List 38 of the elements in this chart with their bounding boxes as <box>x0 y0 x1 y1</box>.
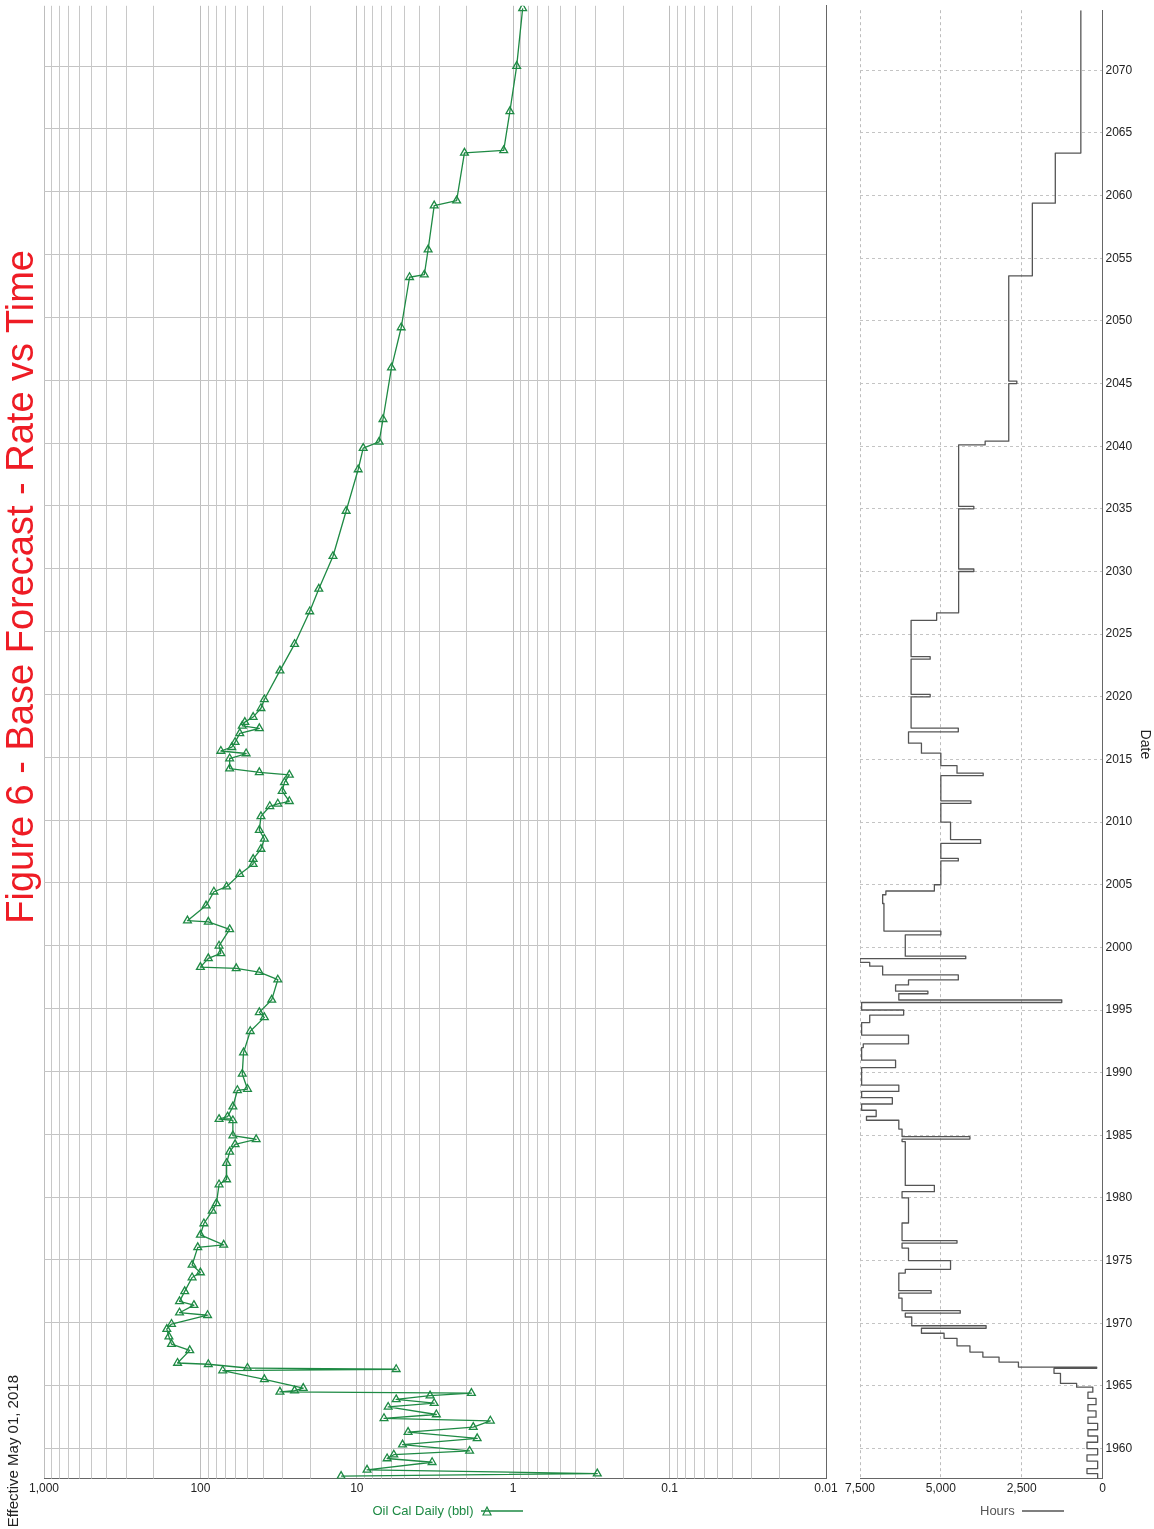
y-tick-label: 1975 <box>1105 1252 1133 1267</box>
text: Effective May 01, 2018 <box>4 1375 22 1528</box>
y-tick-label: 1970 <box>1105 1315 1133 1330</box>
y-tick-label: 1980 <box>1105 1190 1133 1205</box>
legend-label: Oil Cal Daily (bbl) <box>372 1503 474 1518</box>
y-tick-label: 2015 <box>1105 751 1133 766</box>
x-tick-label: 7,500 <box>845 1481 876 1496</box>
x-tick-label: 0 <box>1099 1481 1107 1496</box>
y-tick-label: 2035 <box>1105 501 1133 516</box>
x-tick-label: 1,000 <box>28 1481 60 1496</box>
y-tick-label: 2005 <box>1105 877 1133 892</box>
x-tick-label: 5,000 <box>925 1481 957 1496</box>
y-tick-label: 1995 <box>1105 1002 1133 1017</box>
legend-label: Hours <box>980 1503 1015 1518</box>
x-tick-label: 0.1 <box>661 1481 679 1496</box>
x-tick-label: 1 <box>509 1481 517 1496</box>
y-tick-label: 2025 <box>1105 626 1133 641</box>
y-tick-label: 2000 <box>1105 939 1133 954</box>
y-tick-label: 1990 <box>1105 1064 1133 1079</box>
text: Figure 6 - Base Forecast - Rate vs Time <box>0 250 41 924</box>
y-tick-label: 2020 <box>1105 689 1133 704</box>
y-tick-label: 2070 <box>1105 62 1133 77</box>
x-tick-label: 100 <box>190 1481 211 1496</box>
y-tick-label: 1985 <box>1105 1127 1133 1142</box>
y-tick-label: 2060 <box>1105 187 1133 202</box>
y-tick-label: 2010 <box>1105 814 1133 829</box>
y-tick-label: 2055 <box>1105 250 1133 265</box>
x-tick-label: 0.01 <box>814 1481 838 1496</box>
y-tick-label: 2050 <box>1105 313 1133 328</box>
y-tick-label: 2045 <box>1105 375 1133 390</box>
y-tick-label: 2065 <box>1105 125 1133 140</box>
y-tick-label: 1965 <box>1105 1378 1133 1393</box>
y-axis-title: Date <box>1137 729 1154 760</box>
y-tick-label: 2040 <box>1105 438 1133 453</box>
x-tick-label: 10 <box>350 1481 364 1496</box>
x-tick-label: 2,500 <box>1006 1481 1038 1496</box>
y-tick-label: 2030 <box>1105 563 1133 578</box>
y-tick-label: 1960 <box>1105 1440 1133 1455</box>
